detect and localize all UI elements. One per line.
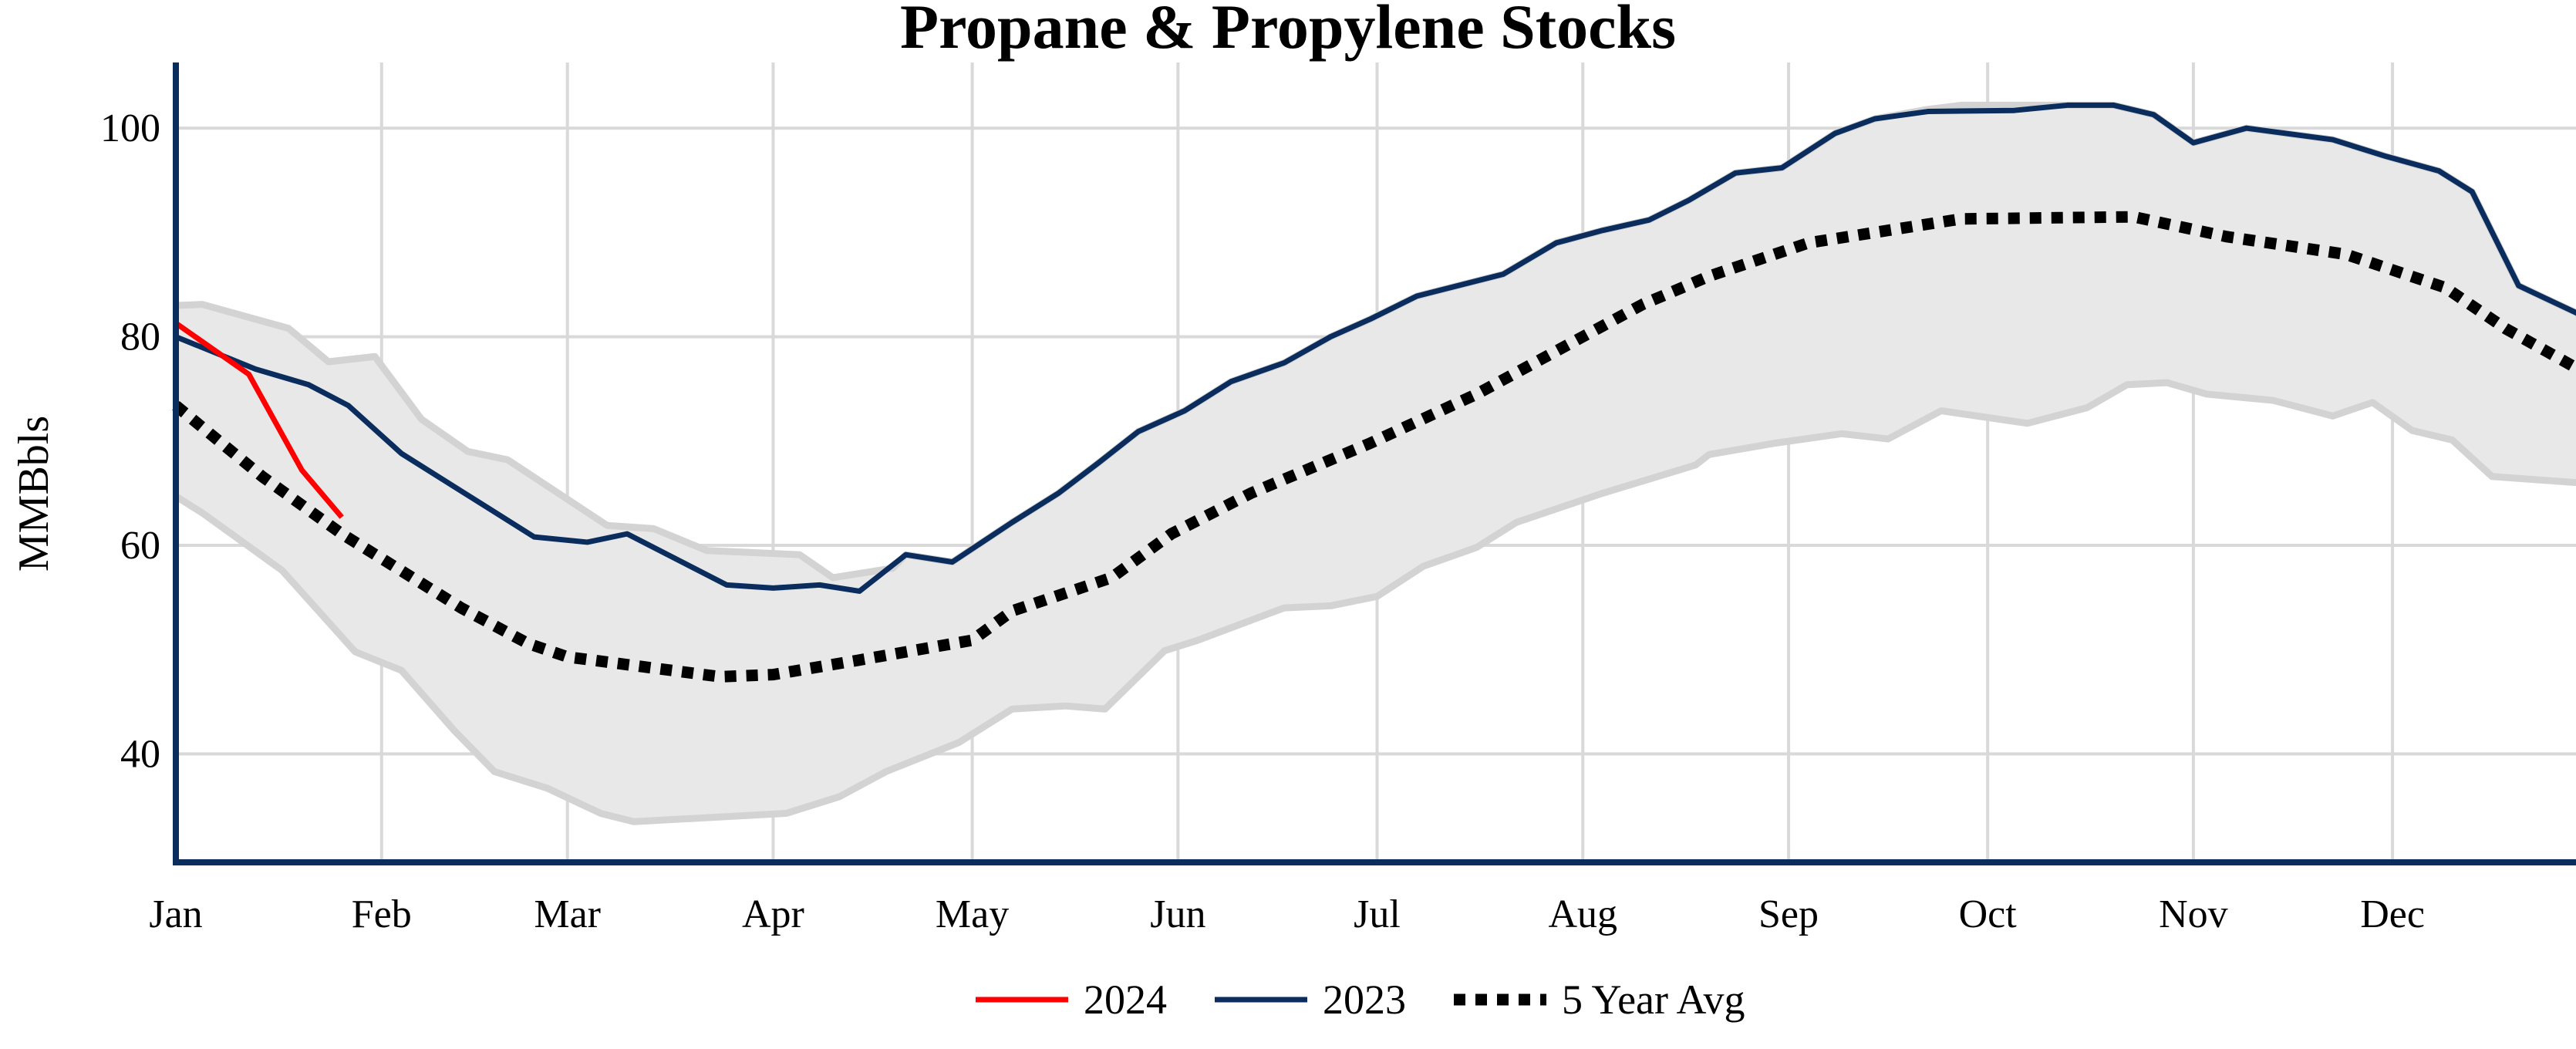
x-tick-label: May [936, 892, 1009, 936]
legend: 2024 2023 5 Year Avg [976, 976, 1745, 1023]
band-area [176, 105, 2576, 822]
y-tick-labels: 40 60 80 100 [100, 106, 160, 776]
x-tick-label: Jul [1354, 892, 1401, 936]
y-tick-label: 40 [120, 732, 160, 776]
y-tick-label: 60 [120, 524, 160, 568]
x-tick-label: Nov [2159, 892, 2228, 936]
series-line-2023 [174, 102, 2576, 594]
chart-title: Propane & Propylene Stocks [900, 0, 1676, 62]
x-tick-label: Sep [1758, 892, 1819, 936]
series-line-2024 [174, 321, 344, 519]
x-tick-labels: Jan Feb Mar Apr May Jun Jul Aug Sep Oct Nov Dec [149, 892, 2425, 936]
y-axis-label: MMBbls [10, 416, 58, 572]
legend-item-2024: 2024 [976, 976, 1167, 1023]
series-line-5-year-avg [172, 211, 2576, 683]
x-tick-label: Feb [352, 892, 412, 936]
axes [173, 62, 2576, 865]
legend-item-5-year-avg: 5 Year Avg [1454, 976, 1745, 1023]
series-lines [172, 102, 2576, 683]
band-lower-edge [174, 379, 2576, 825]
x-tick-label: Jun [1150, 892, 1205, 936]
y-tick-label: 80 [120, 315, 160, 359]
x-tick-label: Oct [1959, 892, 2018, 936]
x-tick-label: Jan [149, 892, 202, 936]
legend-label: 2024 [1084, 976, 1167, 1023]
legend-label: 5 Year Avg [1562, 976, 1745, 1023]
x-tick-label: Aug [1548, 892, 1617, 936]
legend-item-2023: 2023 [1215, 976, 1406, 1023]
y-tick-label: 100 [100, 106, 160, 150]
x-tick-label: Apr [742, 892, 804, 936]
x-tick-label: Dec [2360, 892, 2425, 936]
x-tick-label: Mar [534, 892, 601, 936]
legend-label: 2023 [1323, 976, 1406, 1023]
